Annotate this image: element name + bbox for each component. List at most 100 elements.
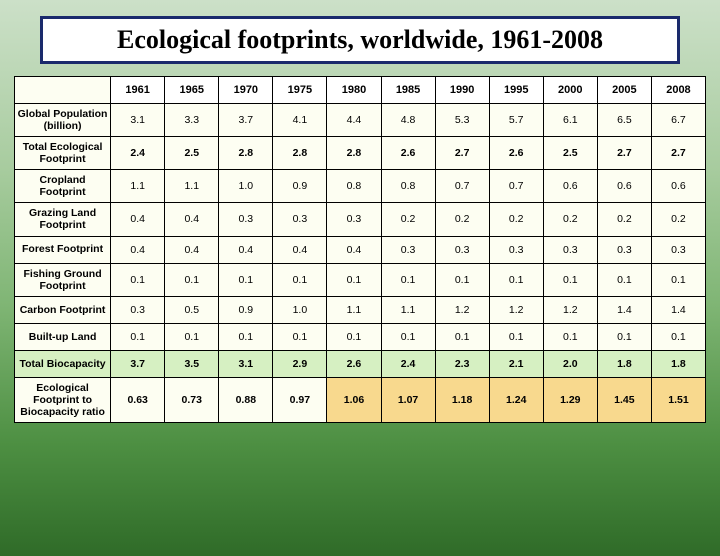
- table-cell: 2.6: [327, 350, 381, 377]
- table-row: Cropland Footprint1.11.11.00.90.80.80.70…: [15, 170, 706, 203]
- table-cell: 0.9: [273, 170, 327, 203]
- table-cell: 0.3: [219, 203, 273, 236]
- table-cell: 3.3: [165, 104, 219, 137]
- table-cell: 0.1: [273, 323, 327, 350]
- table-cell: 1.07: [381, 377, 435, 422]
- row-label: Forest Footprint: [15, 236, 111, 263]
- table-cell: 1.2: [543, 296, 597, 323]
- table-cell: 1.45: [597, 377, 651, 422]
- table-cell: 0.1: [435, 263, 489, 296]
- table-cell: 2.0: [543, 350, 597, 377]
- table-cell: 0.1: [165, 263, 219, 296]
- table-cell: 0.2: [597, 203, 651, 236]
- table-cell: 0.2: [381, 203, 435, 236]
- table-cell: 0.1: [273, 263, 327, 296]
- table-cell: 3.7: [219, 104, 273, 137]
- year-header: 2000: [543, 77, 597, 104]
- table-cell: 2.1: [489, 350, 543, 377]
- table-cell: 0.6: [651, 170, 705, 203]
- table-row: Forest Footprint0.40.40.40.40.40.30.30.3…: [15, 236, 706, 263]
- table-cell: 0.1: [327, 263, 381, 296]
- year-header: 1985: [381, 77, 435, 104]
- table-cell: 0.3: [327, 203, 381, 236]
- row-label: Built-up Land: [15, 323, 111, 350]
- table-cell: 2.8: [219, 137, 273, 170]
- table-cell: 0.2: [651, 203, 705, 236]
- year-header: 1961: [111, 77, 165, 104]
- table-cell: 0.4: [219, 236, 273, 263]
- table-cell: 2.6: [489, 137, 543, 170]
- table-cell: 0.4: [327, 236, 381, 263]
- row-label: Grazing Land Footprint: [15, 203, 111, 236]
- table-cell: 0.3: [381, 236, 435, 263]
- table-cell: 2.8: [273, 137, 327, 170]
- table-cell: 0.3: [435, 236, 489, 263]
- table-cell: 1.2: [435, 296, 489, 323]
- table-cell: 2.9: [273, 350, 327, 377]
- table-cell: 0.9: [219, 296, 273, 323]
- year-header: 1975: [273, 77, 327, 104]
- table-cell: 2.8: [327, 137, 381, 170]
- table-cell: 0.4: [165, 203, 219, 236]
- table-cell: 2.7: [651, 137, 705, 170]
- table-row: Ecological Footprint to Biocapacity rati…: [15, 377, 706, 422]
- table-cell: 0.8: [381, 170, 435, 203]
- table-cell: 0.1: [219, 323, 273, 350]
- table-cell: 3.7: [111, 350, 165, 377]
- table-cell: 0.2: [489, 203, 543, 236]
- row-label: Total Ecological Footprint: [15, 137, 111, 170]
- table-row: Total Biocapacity3.73.53.12.92.62.42.32.…: [15, 350, 706, 377]
- table-cell: 2.5: [543, 137, 597, 170]
- row-label: Total Biocapacity: [15, 350, 111, 377]
- table-cell: 3.1: [219, 350, 273, 377]
- table-cell: 0.1: [489, 263, 543, 296]
- year-header: 1970: [219, 77, 273, 104]
- table-cell: 1.1: [165, 170, 219, 203]
- table-cell: 0.73: [165, 377, 219, 422]
- table-cell: 0.4: [111, 203, 165, 236]
- table-cell: 2.5: [165, 137, 219, 170]
- table-cell: 0.3: [273, 203, 327, 236]
- year-header: 1995: [489, 77, 543, 104]
- table-row: Global Population (billion)3.13.33.74.14…: [15, 104, 706, 137]
- table-cell: 2.7: [435, 137, 489, 170]
- table-cell: 0.1: [597, 323, 651, 350]
- row-label: Carbon Footprint: [15, 296, 111, 323]
- table-cell: 1.4: [651, 296, 705, 323]
- table-cell: 0.1: [543, 323, 597, 350]
- table-cell: 6.5: [597, 104, 651, 137]
- table-cell: 0.4: [165, 236, 219, 263]
- year-header: 1965: [165, 77, 219, 104]
- table-row: Grazing Land Footprint0.40.40.30.30.30.2…: [15, 203, 706, 236]
- row-label: Global Population (billion): [15, 104, 111, 137]
- table-cell: 4.8: [381, 104, 435, 137]
- table-cell: 1.1: [111, 170, 165, 203]
- table-cell: 0.8: [327, 170, 381, 203]
- table-cell: 0.4: [273, 236, 327, 263]
- table-corner-cell: [15, 77, 111, 104]
- table-cell: 0.1: [327, 323, 381, 350]
- table-cell: 1.1: [381, 296, 435, 323]
- table-cell: 0.1: [651, 323, 705, 350]
- table-row: Carbon Footprint0.30.50.91.01.11.11.21.2…: [15, 296, 706, 323]
- table-cell: 1.06: [327, 377, 381, 422]
- table-cell: 1.0: [219, 170, 273, 203]
- title-box: Ecological footprints, worldwide, 1961-2…: [40, 16, 680, 64]
- table-cell: 0.3: [597, 236, 651, 263]
- table-cell: 0.3: [489, 236, 543, 263]
- table-cell: 3.1: [111, 104, 165, 137]
- table-cell: 1.2: [489, 296, 543, 323]
- table-header-row: 1961196519701975198019851990199520002005…: [15, 77, 706, 104]
- table-cell: 6.1: [543, 104, 597, 137]
- year-header: 2008: [651, 77, 705, 104]
- table-cell: 4.4: [327, 104, 381, 137]
- table-row: Built-up Land0.10.10.10.10.10.10.10.10.1…: [15, 323, 706, 350]
- table-cell: 0.1: [111, 263, 165, 296]
- table-cell: 2.4: [381, 350, 435, 377]
- table-cell: 2.6: [381, 137, 435, 170]
- table-cell: 1.8: [597, 350, 651, 377]
- table-cell: 3.5: [165, 350, 219, 377]
- table-cell: 5.7: [489, 104, 543, 137]
- table-cell: 4.1: [273, 104, 327, 137]
- table-cell: 0.1: [219, 263, 273, 296]
